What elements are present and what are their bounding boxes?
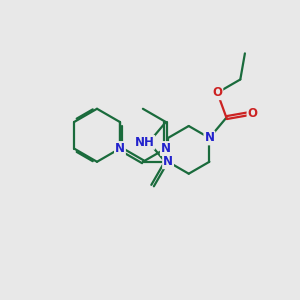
Text: N: N [163, 155, 173, 168]
Text: O: O [248, 106, 257, 119]
Text: O: O [212, 86, 222, 99]
Text: N: N [115, 142, 125, 155]
Text: N: N [204, 131, 214, 144]
Text: N: N [161, 142, 171, 155]
Text: NH: NH [134, 136, 154, 149]
